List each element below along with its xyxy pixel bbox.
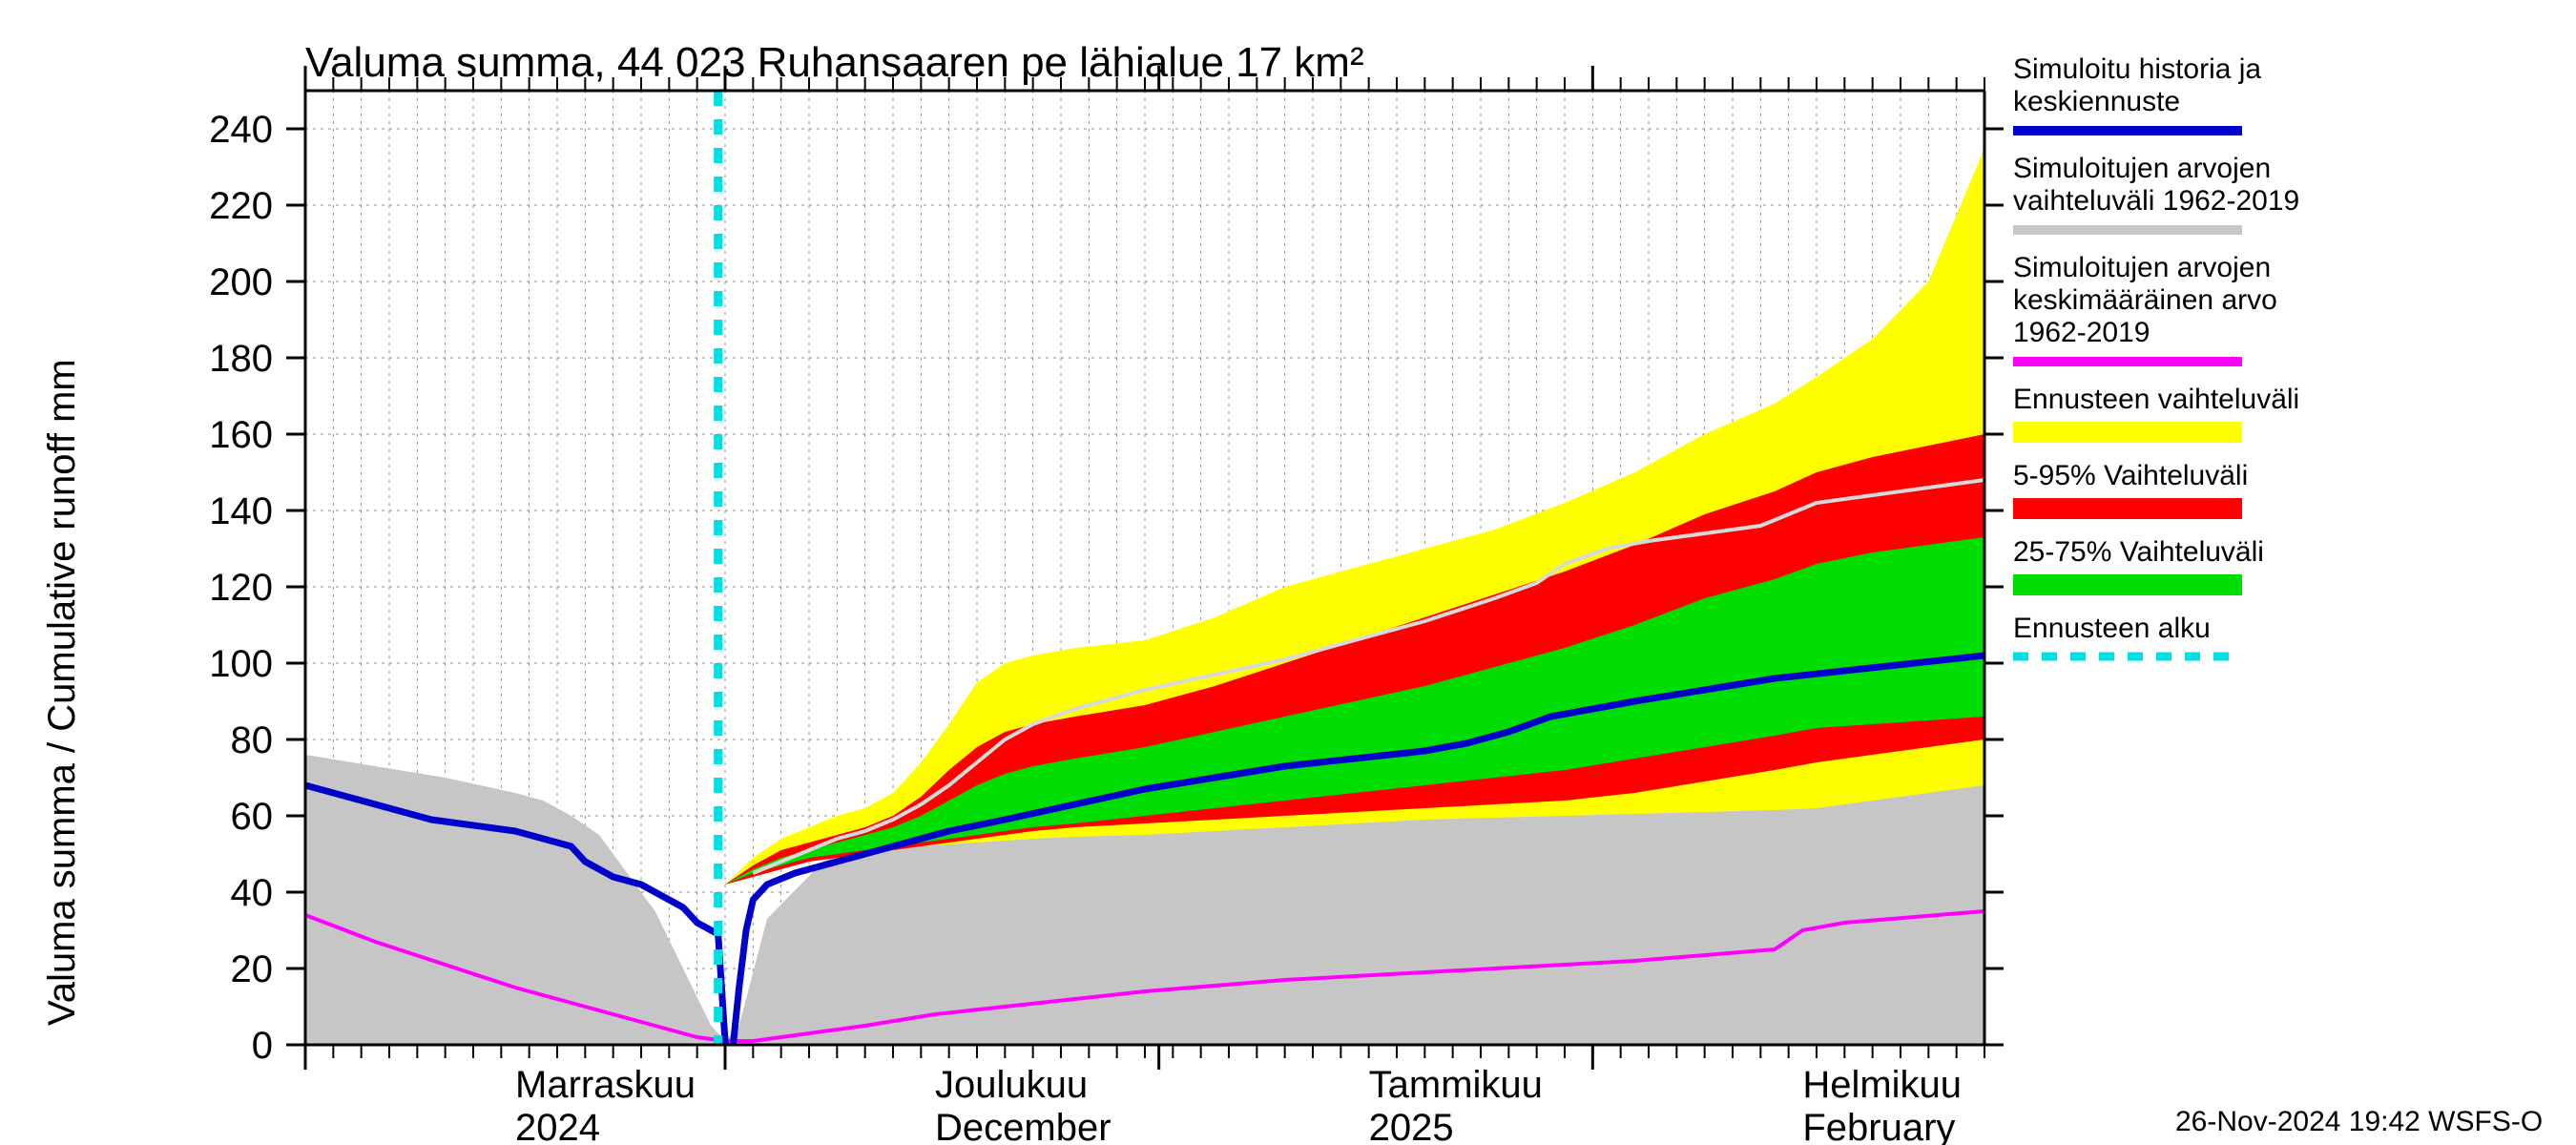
y-tick-label: 20 — [231, 948, 274, 990]
runoff-chart: 0 20 40 60 80 100 120 140 160 180 200 220 240 Marrask… — [0, 0, 2576, 1145]
y-tick-label: 80 — [231, 719, 274, 761]
chart-footer: 26-Nov-2024 19:42 WSFS-O — [2175, 1106, 2543, 1137]
legend-label: Ennusteen vaihteluväli — [2013, 384, 2299, 415]
x-tick-label-top: Tammikuu — [1369, 1064, 1543, 1106]
legend-swatch — [2013, 225, 2242, 235]
legend-label: 5-95% Vaihteluväli — [2013, 460, 2248, 491]
y-tick-label: 100 — [209, 643, 273, 685]
x-tick-label-top: Joulukuu — [935, 1064, 1088, 1106]
x-tick-label-bottom: 2025 — [1369, 1107, 1454, 1145]
x-tick-label-top: Marraskuu — [515, 1064, 696, 1106]
y-tick-label: 200 — [209, 261, 273, 303]
legend-label: keskimääräinen arvo — [2013, 284, 2277, 316]
legend-swatch — [2013, 422, 2242, 443]
legend-label: Simuloitu historia ja — [2013, 53, 2261, 85]
legend-label: 1962-2019 — [2013, 317, 2150, 348]
y-tick-label: 180 — [209, 338, 273, 380]
y-tick-label: 40 — [231, 872, 274, 914]
x-tick-label-bottom: February — [1802, 1107, 1955, 1145]
y-tick-label: 140 — [209, 490, 273, 532]
y-tick-label: 120 — [209, 567, 273, 609]
chart-title: Valuma summa, 44 023 Ruhansaaren pe lähi… — [305, 39, 1364, 86]
y-tick-label: 160 — [209, 414, 273, 456]
legend-label: keskiennuste — [2013, 86, 2180, 117]
y-tick-label: 0 — [252, 1025, 273, 1067]
x-tick-label-bottom: December — [935, 1107, 1111, 1145]
x-tick-label-bottom: 2024 — [515, 1107, 600, 1145]
legend-swatch — [2013, 357, 2242, 366]
legend-swatch — [2013, 574, 2242, 595]
y-tick-label: 220 — [209, 185, 273, 227]
legend-swatch — [2013, 498, 2242, 519]
y-tick-label: 60 — [231, 796, 274, 838]
legend-label: Ennusteen alku — [2013, 613, 2211, 644]
legend-label: vaihteluväli 1962-2019 — [2013, 185, 2299, 217]
legend-swatch — [2013, 126, 2242, 135]
y-axis-label: Valuma summa / Cumulative runoff mm — [41, 359, 83, 1026]
legend-label: 25-75% Vaihteluväli — [2013, 536, 2264, 568]
y-tick-label: 240 — [209, 109, 273, 151]
legend-label: Simuloitujen arvojen — [2013, 252, 2271, 283]
x-tick-label-top: Helmikuu — [1802, 1064, 1962, 1106]
legend-label: Simuloitujen arvojen — [2013, 153, 2271, 184]
